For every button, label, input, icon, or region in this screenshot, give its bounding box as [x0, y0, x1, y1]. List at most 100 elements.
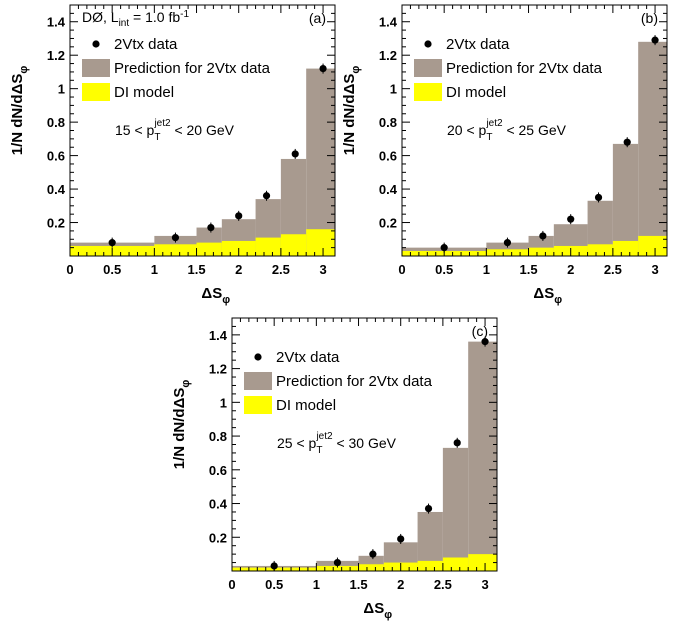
data-point [235, 212, 243, 220]
data-point [397, 535, 405, 543]
x-tick-label: 3 [481, 577, 488, 592]
x-tick-label: 1.5 [519, 262, 537, 277]
y-tick-label: 1 [390, 82, 397, 97]
legend-label-di-model: DI model [114, 84, 174, 101]
x-tick-label: 0 [66, 262, 73, 277]
x-tick-label: 1.5 [187, 262, 205, 277]
cut-label-sup: jet2 [485, 118, 503, 129]
x-tick-label: 1 [151, 262, 158, 277]
cut-label: 25 < pTjet2 < 30 GeV [277, 431, 397, 456]
x-axis-title-sub: φ [222, 294, 230, 306]
x-tick-label: 2 [397, 577, 404, 592]
x-tick-label: 2 [235, 262, 242, 277]
legend-swatch-di-model [244, 396, 272, 414]
di-model-bar [486, 249, 529, 256]
cut-label: 15 < pTjet2 < 20 GeV [115, 118, 235, 143]
prediction-bar [638, 41, 667, 257]
legend-label-2vtx-data: 2Vtx data [276, 349, 340, 366]
x-tick-label: 2.5 [604, 262, 622, 277]
data-point [369, 550, 377, 558]
experiment-label-value: = 1.0 fb [129, 9, 180, 25]
prediction-bar [468, 341, 497, 571]
data-point [623, 138, 631, 146]
x-tick-label: 2.5 [434, 577, 452, 592]
x-tick-label: 0.5 [265, 577, 283, 592]
experiment-label-sub: int [119, 18, 130, 29]
y-tick-label: 0.2 [379, 216, 397, 231]
di-model-bar [196, 242, 222, 256]
data-point [453, 439, 461, 447]
x-axis-title-main: ΔS [363, 600, 384, 617]
y-tick-label: 0.8 [379, 115, 397, 130]
y-tick-label: 0.2 [209, 530, 227, 545]
di-model-bar [528, 247, 554, 256]
prediction-bar [612, 143, 639, 256]
di-model-bar [316, 565, 359, 571]
legend-label-di-model: DI model [276, 397, 336, 414]
data-point [594, 193, 603, 202]
di-model-bar [587, 244, 613, 256]
data-point [567, 215, 575, 223]
y-tick-label: 0.4 [379, 182, 398, 197]
cut-label-post: < 20 GeV [171, 122, 235, 138]
y-axis-title: 1/N dN/dΔSφ [171, 380, 192, 470]
experiment-label-sup: -1 [180, 9, 189, 20]
cut-label-post: < 30 GeV [333, 435, 397, 451]
y-tick-label: 0.6 [209, 463, 227, 478]
di-model-bar [612, 240, 639, 256]
data-point [424, 504, 433, 513]
prediction-bar [306, 68, 335, 256]
y-tick-label: 0.6 [47, 149, 65, 164]
data-point [262, 192, 271, 200]
cut-label-pre: 20 < p [447, 122, 487, 138]
di-model-bar [306, 229, 335, 256]
x-axis-title: ΔSφ [533, 285, 562, 306]
x-tick-label: 0.5 [103, 262, 121, 277]
data-point [333, 558, 342, 567]
panel-label: (a) [309, 10, 326, 26]
di-model-bar [358, 564, 384, 571]
x-axis-title: ΔSφ [201, 285, 230, 306]
x-tick-label: 0.5 [435, 262, 453, 277]
x-tick-label: 0 [228, 577, 235, 592]
y-tick-label: 1.2 [379, 48, 397, 63]
cut-label-pre: 25 < p [277, 435, 317, 451]
y-tick-label: 0.8 [47, 115, 65, 130]
data-point [291, 150, 299, 158]
di-model-bar [468, 554, 497, 571]
y-axis-title: 1/N dN/dΔSφ [341, 66, 362, 156]
cut-label-sup: jet2 [315, 431, 333, 442]
y-axis-title-sub: φ [350, 66, 362, 74]
panel-label: (b) [641, 10, 658, 26]
x-axis-title-main: ΔS [533, 285, 554, 302]
y-tick-label: 1.2 [209, 362, 227, 377]
data-point [171, 233, 180, 242]
data-point [539, 232, 547, 240]
di-model-bar [442, 557, 469, 571]
di-model-bar [255, 237, 281, 256]
y-axis-title-main: 1/N dN/dΔS [341, 74, 358, 156]
cut-label: 20 < pTjet2 < 25 GeV [447, 118, 567, 143]
cut-label-pre: 15 < p [115, 122, 155, 138]
x-tick-label: 0 [398, 262, 405, 277]
cut-label-post: < 25 GeV [503, 122, 567, 138]
x-tick-label: 3 [651, 262, 658, 277]
legend-label-prediction: Prediction for 2Vtx data [276, 373, 433, 390]
y-tick-label: 0.6 [379, 149, 397, 164]
legend-marker-2vtx-data [424, 40, 432, 48]
x-axis-title-main: ΔS [201, 285, 222, 302]
data-point [319, 64, 327, 73]
prediction-bar [442, 447, 469, 571]
y-tick-label: 0.2 [47, 216, 65, 231]
di-model-bar [638, 235, 667, 256]
y-tick-label: 1.2 [47, 48, 65, 63]
legend-swatch-prediction [414, 59, 442, 77]
legend-swatch-prediction [82, 59, 110, 77]
legend-swatch-prediction [244, 372, 272, 390]
cut-label-sub: T [316, 445, 322, 456]
x-tick-label: 1 [483, 262, 490, 277]
